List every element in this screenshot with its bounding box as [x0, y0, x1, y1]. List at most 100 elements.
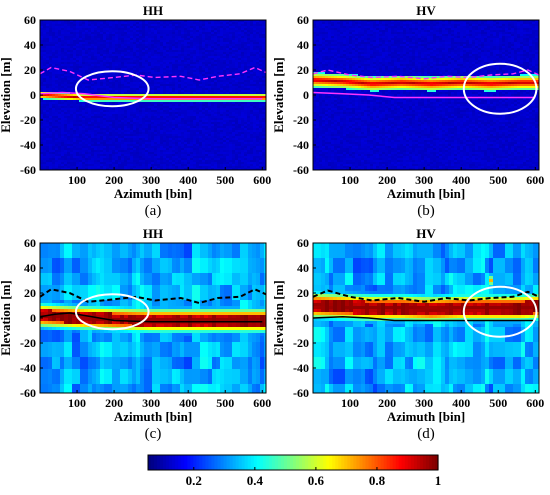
colorbar-segment: [422, 455, 427, 470]
colorbar-segment: [253, 455, 258, 470]
heatmap-field: [313, 243, 539, 393]
highlight-ellipse: [74, 70, 150, 108]
colorbar-segment: [383, 455, 388, 470]
colorbar-segment: [392, 455, 397, 470]
x-tick-label: 100: [341, 173, 359, 187]
colorbar-tick-label: 1: [435, 473, 442, 488]
y-tick-label: 60: [297, 236, 309, 250]
colorbar-segment: [305, 455, 309, 470]
y-tick-label: 20: [24, 63, 36, 77]
colorbar-segment: [377, 455, 382, 470]
colorbar-segment: [274, 455, 279, 470]
x-tick-label: 600: [526, 396, 544, 410]
x-tick-label: 200: [378, 173, 396, 187]
y-tick-label: 60: [297, 13, 309, 27]
colorbar-segment: [196, 455, 200, 470]
colorbar-segment: [247, 455, 252, 470]
panel-caption: (d): [417, 426, 435, 442]
colorbar-segment: [160, 455, 164, 470]
x-tick-label: 300: [142, 396, 160, 410]
heatmap-field: [40, 20, 266, 170]
colorbar-tick-label: 0.4: [247, 473, 264, 488]
y-axis-label: Elevation [m]: [0, 57, 13, 132]
colorbar-segment: [244, 455, 249, 470]
colorbar-segment: [317, 455, 321, 470]
y-tick-label: -40: [20, 138, 36, 152]
y-axis-label: Elevation [m]: [271, 280, 286, 355]
colorbar-segment: [419, 455, 424, 470]
colorbar-segment: [356, 455, 361, 470]
y-tick-label: -60: [293, 386, 309, 400]
x-tick-label: 600: [253, 396, 271, 410]
y-tick-label: 20: [24, 286, 36, 300]
colorbar-segment: [308, 455, 312, 470]
y-tick-label: -40: [293, 138, 309, 152]
panel-caption: (b): [417, 203, 435, 219]
panel-title: HH: [143, 226, 163, 241]
colorbar-segment: [220, 455, 225, 470]
colorbar-segment: [268, 455, 273, 470]
y-tick-label: -60: [20, 163, 36, 177]
colorbar-segment: [286, 455, 291, 470]
y-tick-label: -60: [293, 163, 309, 177]
colorbar-segment: [184, 455, 188, 470]
colorbar-segment: [175, 455, 179, 470]
y-tick-label: 40: [24, 38, 36, 52]
colorbar-segment: [214, 455, 219, 470]
colorbar-segment: [241, 455, 246, 470]
x-tick-label: 100: [68, 396, 86, 410]
highlight-ellipse: [462, 62, 538, 115]
x-tick-label: 400: [452, 173, 470, 187]
colorbar-segment: [211, 455, 216, 470]
colorbar-segment: [410, 455, 415, 470]
colorbar-segment: [350, 455, 355, 470]
colorbar-segment: [169, 455, 173, 470]
colorbar-segment: [344, 455, 348, 470]
heatmap-field: [313, 20, 539, 170]
colorbar-segment: [407, 455, 412, 470]
colorbar-segment: [238, 455, 243, 470]
y-tick-label: -20: [293, 336, 309, 350]
y-tick-label: 0: [30, 311, 36, 325]
colorbar-segment: [320, 455, 324, 470]
colorbar-segment: [265, 455, 270, 470]
colorbar-segment: [283, 455, 288, 470]
colorbar-segment: [425, 455, 430, 470]
colorbar-segment: [199, 455, 203, 470]
colorbar-segment: [178, 455, 182, 470]
panel-caption: (c): [145, 426, 162, 442]
y-tick-label: 20: [297, 63, 309, 77]
y-tick-label: -20: [20, 336, 36, 350]
colorbar-tick-label: 0.8: [369, 473, 386, 488]
colorbar-segment: [398, 455, 403, 470]
colorbar-segment: [163, 455, 167, 470]
colorbar-segment: [431, 455, 436, 470]
colorbar-segment: [232, 455, 237, 470]
x-tick-label: 400: [179, 173, 197, 187]
colorbar-segment: [299, 455, 303, 470]
colorbar-segment: [386, 455, 391, 470]
colorbar-segment: [226, 455, 231, 470]
colorbar-tick-label: 0.6: [308, 473, 325, 488]
heatmap-field: [40, 243, 266, 393]
colorbar-segment: [280, 455, 285, 470]
colorbar-segment: [205, 455, 210, 470]
x-tick-label: 400: [179, 396, 197, 410]
y-tick-label: -60: [20, 386, 36, 400]
canopy-envelope-line: [313, 69, 539, 80]
colorbar-segment: [362, 455, 367, 470]
x-tick-label: 600: [253, 173, 271, 187]
colorbar-segment: [217, 455, 222, 470]
x-tick-label: 100: [341, 396, 359, 410]
colorbar-segment: [256, 455, 261, 470]
colorbar-segment: [166, 455, 170, 470]
y-tick-label: -20: [293, 113, 309, 127]
colorbar-segment: [293, 455, 297, 470]
x-tick-label: 600: [526, 173, 544, 187]
colorbar-segment: [332, 455, 336, 470]
colorbar-segment: [223, 455, 228, 470]
